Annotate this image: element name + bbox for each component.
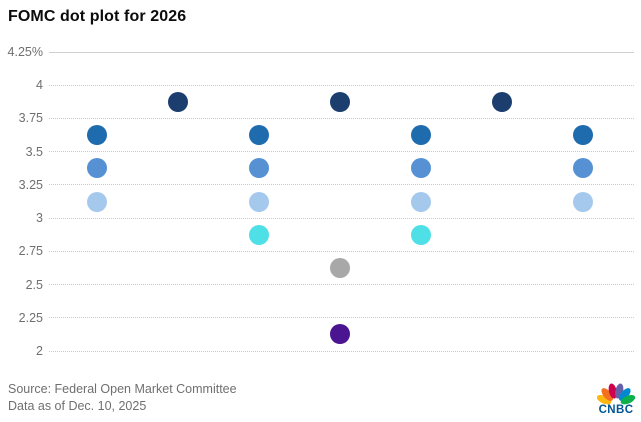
- projection-dot-3.875: [330, 91, 350, 112]
- y-axis-tick-label: 3.5: [25, 144, 43, 159]
- y-axis-tick-label: 2.5: [25, 277, 43, 292]
- projection-dot-3.625: [411, 125, 431, 146]
- source-note: Source: Federal Open Market Committee Da…: [8, 381, 237, 414]
- y-axis-tick-label: 3.75: [18, 111, 43, 126]
- projection-dot-3.625: [249, 125, 269, 146]
- gridline: [49, 184, 634, 186]
- projection-dot-3.875: [492, 91, 512, 112]
- projection-dot-3.375: [249, 158, 269, 179]
- projection-dot-3.125: [87, 191, 107, 212]
- cnbc-wordmark: CNBC: [598, 404, 634, 416]
- gridline: [49, 250, 634, 252]
- gridline: [49, 117, 634, 119]
- data-as-of-line: Data as of Dec. 10, 2025: [8, 398, 147, 413]
- projection-dot-3.625: [573, 125, 593, 146]
- y-axis-tick-label: 2.75: [18, 244, 43, 259]
- gridline: [49, 151, 634, 153]
- projection-dot-3.875: [168, 91, 188, 112]
- gridline: [49, 350, 634, 352]
- y-axis-tick-label: 2.25: [18, 310, 43, 325]
- projection-dot-3.125: [411, 191, 431, 212]
- projection-dot-3.125: [249, 191, 269, 212]
- projection-dot-3.375: [411, 158, 431, 179]
- y-axis-tick-label: 3.25: [18, 177, 43, 192]
- projection-dot-2.875: [249, 224, 269, 245]
- gridline: [49, 284, 634, 286]
- y-axis-tick-label: 2: [36, 344, 43, 358]
- projection-dot-3.375: [87, 158, 107, 179]
- peacock-icon: [597, 383, 635, 405]
- projection-dot-3.375: [573, 158, 593, 179]
- projection-dot-2.125: [330, 324, 350, 345]
- gridline: [49, 317, 634, 319]
- projection-dot-3.125: [573, 191, 593, 212]
- source-line: Source: Federal Open Market Committee: [8, 382, 237, 396]
- y-axis-tick-label: 4.25%: [7, 45, 43, 59]
- projection-dot-2.875: [411, 224, 431, 245]
- cnbc-logo: CNBC: [596, 383, 636, 416]
- projection-dot-3.625: [87, 125, 107, 146]
- page-title: FOMC dot plot for 2026: [8, 8, 187, 25]
- gridline: [49, 51, 634, 53]
- gridline: [49, 84, 634, 86]
- y-axis-tick-label: 3: [36, 211, 43, 226]
- gridline: [49, 217, 634, 219]
- projection-dot-2.625: [330, 257, 350, 278]
- y-axis-tick-label: 4: [36, 78, 43, 93]
